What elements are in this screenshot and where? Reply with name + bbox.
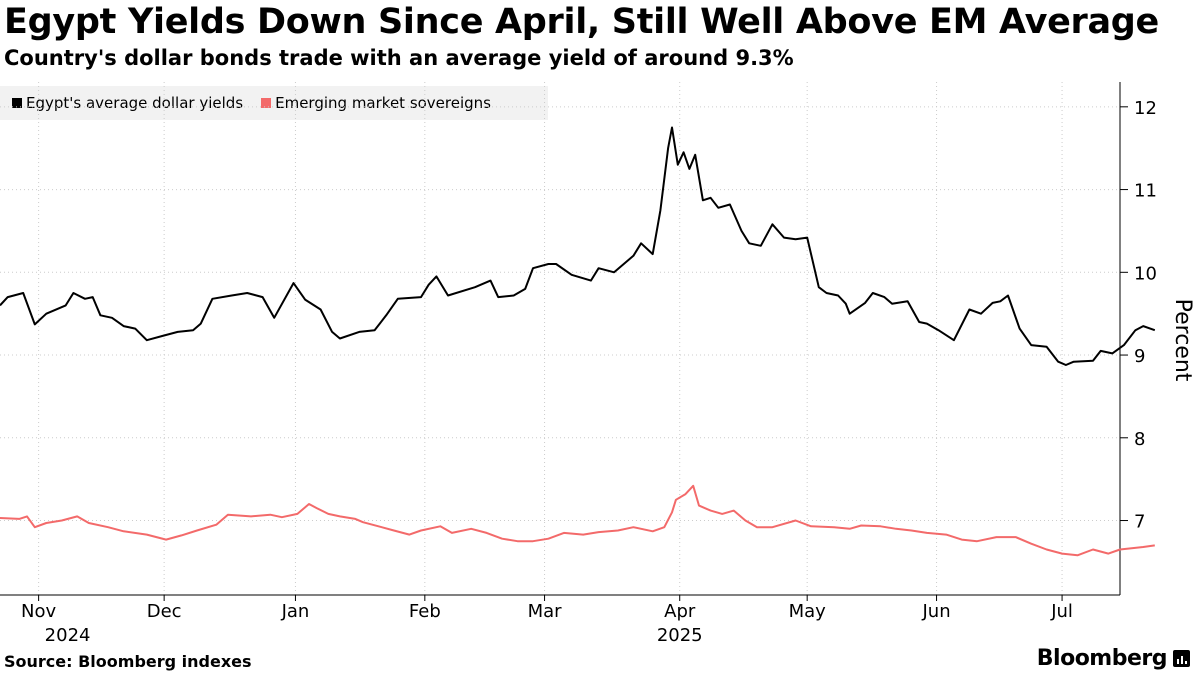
y-tick-label: 10 — [1134, 263, 1157, 284]
legend-swatch-em — [261, 98, 272, 108]
series-line-em — [0, 484, 1155, 557]
legend-label-em: Emerging market sovereigns — [275, 94, 491, 112]
x-tick-label: Mar — [528, 601, 563, 622]
chart-title: Egypt Yields Down Since April, Still Wel… — [4, 2, 1159, 42]
x-tick-label: Nov — [21, 601, 56, 622]
legend-label-egypt: Egypt's average dollar yields — [26, 94, 244, 112]
chart-subtitle: Country's dollar bonds trade with an ave… — [4, 46, 794, 70]
x-year-label: 2025 — [657, 625, 703, 646]
legend-item-egypt: Egypt's average dollar yields — [12, 94, 243, 112]
source-note: Source: Bloomberg indexes — [4, 652, 252, 671]
gridlines — [0, 82, 1120, 595]
x-tick-label: Jul — [1050, 601, 1073, 622]
y-tick-label: 7 — [1134, 512, 1145, 533]
x-year-label: 2024 — [45, 625, 91, 646]
y-axis-title: Percent — [1170, 299, 1195, 382]
x-tick-label: Apr — [664, 601, 696, 622]
x-tick-label: May — [789, 601, 827, 622]
bloomberg-logo-icon — [1173, 650, 1190, 667]
brand-wordmark: Bloomberg — [1036, 646, 1168, 671]
x-tick-label: Jan — [281, 601, 310, 622]
x-tick-label: Jun — [921, 601, 950, 622]
chart-legend: Egypt's average dollar yields Emerging m… — [0, 86, 548, 120]
legend-item-em: Emerging market sovereigns — [261, 94, 491, 112]
x-tick-label: Dec — [147, 601, 182, 622]
y-tick-label: 9 — [1134, 346, 1145, 367]
y-tick-label: 11 — [1134, 181, 1157, 202]
series-line-egypt — [0, 126, 1156, 366]
y-tick-label: 8 — [1134, 429, 1145, 450]
series-lines — [0, 126, 1156, 557]
brand-logo: Bloomberg — [1037, 646, 1190, 671]
y-tick-label: 12 — [1134, 98, 1157, 119]
axes: 7 8 9 10 11 12 Nov Dec Jan Feb Mar Apr May Jun Jul 2024… — [0, 82, 1195, 646]
legend-swatch-egypt — [12, 98, 22, 108]
x-tick-label: Feb — [409, 601, 441, 622]
